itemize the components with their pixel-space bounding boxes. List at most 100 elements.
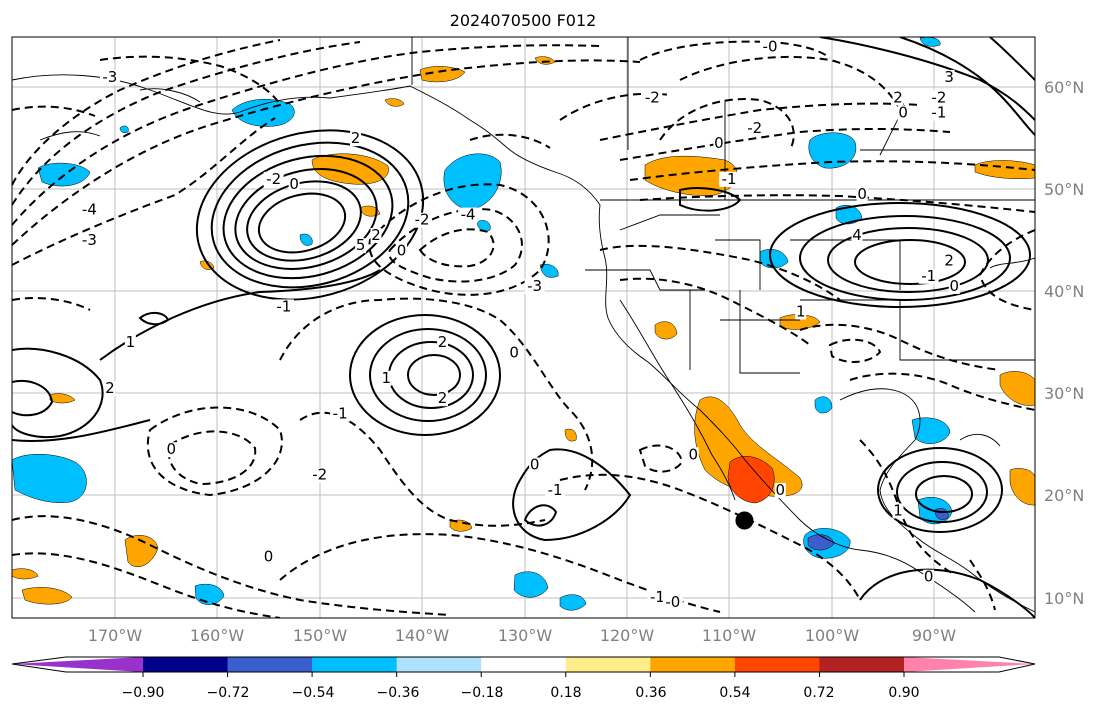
contour-label: 2 bbox=[105, 379, 115, 397]
contour-label: 5 bbox=[356, 236, 366, 254]
contour-label-background bbox=[647, 590, 668, 606]
contour-label-background bbox=[744, 120, 765, 136]
contour-label-background bbox=[412, 212, 433, 228]
contour-label: 2 bbox=[944, 252, 954, 270]
contour-label: -1 bbox=[276, 297, 291, 315]
contour-label-background bbox=[508, 345, 520, 361]
negative-contours bbox=[12, 39, 1035, 618]
contour-label: -4 bbox=[461, 206, 476, 224]
longitude-label-110w: 110°W bbox=[702, 626, 757, 645]
contour-label-background bbox=[943, 69, 955, 85]
contour-label: 0 bbox=[530, 456, 540, 474]
contour-label: -1 bbox=[722, 170, 737, 188]
colorbar-label-m072: −0.72 bbox=[207, 685, 250, 701]
contour-label-background bbox=[437, 335, 449, 351]
colorbar-label-m036: −0.36 bbox=[377, 685, 420, 701]
contour-label: 1 bbox=[893, 501, 903, 519]
contour-label: -0 bbox=[763, 37, 778, 55]
contour-label-background bbox=[918, 268, 939, 284]
contour-label: 0 bbox=[898, 104, 908, 122]
contour-label-background bbox=[795, 304, 807, 320]
colorbar-segment bbox=[312, 657, 398, 672]
contour-label: 4 bbox=[852, 226, 862, 244]
contour-label-background bbox=[104, 381, 116, 396]
contour-label-background bbox=[263, 171, 284, 187]
longitude-label-140w: 140°W bbox=[395, 626, 450, 645]
colorbar-segment bbox=[650, 657, 736, 672]
contour-label-background bbox=[350, 131, 362, 147]
colorbar-segment bbox=[565, 657, 651, 672]
contour-label-background bbox=[948, 279, 960, 294]
contour-label: 2 bbox=[438, 333, 448, 351]
contour-label: -2 bbox=[747, 119, 762, 137]
contour-label-background bbox=[713, 136, 725, 152]
contour-label: 1 bbox=[381, 369, 391, 387]
colorbar: −0.90 −0.72 −0.54 −0.36 −0.18 0.18 0.36 … bbox=[11, 656, 1036, 701]
longitude-label-160w: 160°W bbox=[190, 626, 245, 645]
colorbar-segment bbox=[143, 657, 229, 672]
contour-label: 1 bbox=[126, 333, 136, 351]
colorbar-segment bbox=[396, 657, 482, 672]
contour-label-background bbox=[856, 187, 868, 203]
latitude-label-10n: 10°N bbox=[1044, 589, 1084, 608]
contour-label: 0 bbox=[857, 185, 867, 203]
contour-label-background bbox=[662, 595, 683, 611]
contour-label: 2 bbox=[371, 226, 381, 244]
contour-label-background bbox=[524, 279, 545, 294]
figure-title: 2024070500 F012 bbox=[450, 11, 597, 30]
colorbar-segment bbox=[819, 657, 905, 672]
longitude-axis: 170°W 160°W 150°W 140°W 130°W 120°W 110°… bbox=[88, 626, 956, 645]
contour-label-background bbox=[396, 243, 408, 259]
contour-label-background bbox=[760, 39, 781, 55]
contour-label: 0 bbox=[689, 445, 699, 463]
colorbar-segment bbox=[481, 657, 567, 672]
contour-label-background bbox=[263, 549, 275, 565]
longitude-label-100w: 100°W bbox=[805, 626, 860, 645]
colorbar-label-m054: −0.54 bbox=[292, 685, 335, 701]
longitude-label-120w: 120°W bbox=[600, 626, 655, 645]
contour-label-background bbox=[273, 299, 294, 315]
contour-label-background bbox=[892, 503, 904, 519]
contour-label: -1 bbox=[931, 104, 946, 122]
contour-label-background bbox=[529, 457, 541, 473]
contour-label-background bbox=[892, 90, 904, 106]
map-frame bbox=[11, 36, 1036, 619]
contour-label: -3 bbox=[82, 231, 97, 249]
latitude-label-40n: 40°N bbox=[1044, 282, 1084, 301]
latitude-axis: 60°N 50°N 40°N 30°N 20°N 10°N bbox=[1044, 78, 1084, 608]
coastlines-and-borders bbox=[12, 37, 1035, 613]
colorbar-label-m018: −0.18 bbox=[461, 685, 504, 701]
contour-label-background bbox=[928, 90, 949, 106]
contour-label-background bbox=[545, 483, 566, 498]
latitude-label-50n: 50°N bbox=[1044, 180, 1084, 199]
contour-label-background bbox=[928, 105, 949, 121]
contour-label: -2 bbox=[266, 170, 281, 188]
contour-label-background bbox=[79, 233, 100, 249]
colorbar-segment bbox=[734, 657, 820, 672]
contour-label-background bbox=[165, 442, 177, 458]
contour-label: 2 bbox=[351, 129, 361, 147]
colorbar-outline bbox=[11, 656, 1036, 673]
positive-contours bbox=[12, 37, 1035, 618]
contour-label: -2 bbox=[645, 88, 660, 106]
contour-label-background bbox=[774, 483, 786, 498]
contour-label: -1 bbox=[548, 481, 563, 499]
contour-label: -4 bbox=[82, 201, 97, 219]
longitude-label-170w: 170°W bbox=[88, 626, 143, 645]
latitude-label-20n: 20°N bbox=[1044, 486, 1084, 505]
contour-label-background bbox=[309, 467, 330, 483]
contour-label: -2 bbox=[312, 466, 327, 484]
colorbar-label-072: 0.72 bbox=[803, 685, 834, 701]
contour-label: 0 bbox=[509, 343, 519, 361]
contour-label: -3 bbox=[527, 277, 542, 295]
storm-position-marker[interactable] bbox=[735, 511, 754, 530]
contour-label-background bbox=[719, 171, 740, 187]
contour-label: 0 bbox=[776, 481, 786, 499]
contour-label: 0 bbox=[714, 134, 724, 152]
colorbar-label-m090: −0.90 bbox=[122, 685, 165, 701]
contour-label: 2 bbox=[893, 88, 903, 106]
contour-label-background bbox=[943, 253, 955, 269]
contour-label-background bbox=[923, 569, 935, 585]
colorbar-segment bbox=[227, 657, 313, 672]
